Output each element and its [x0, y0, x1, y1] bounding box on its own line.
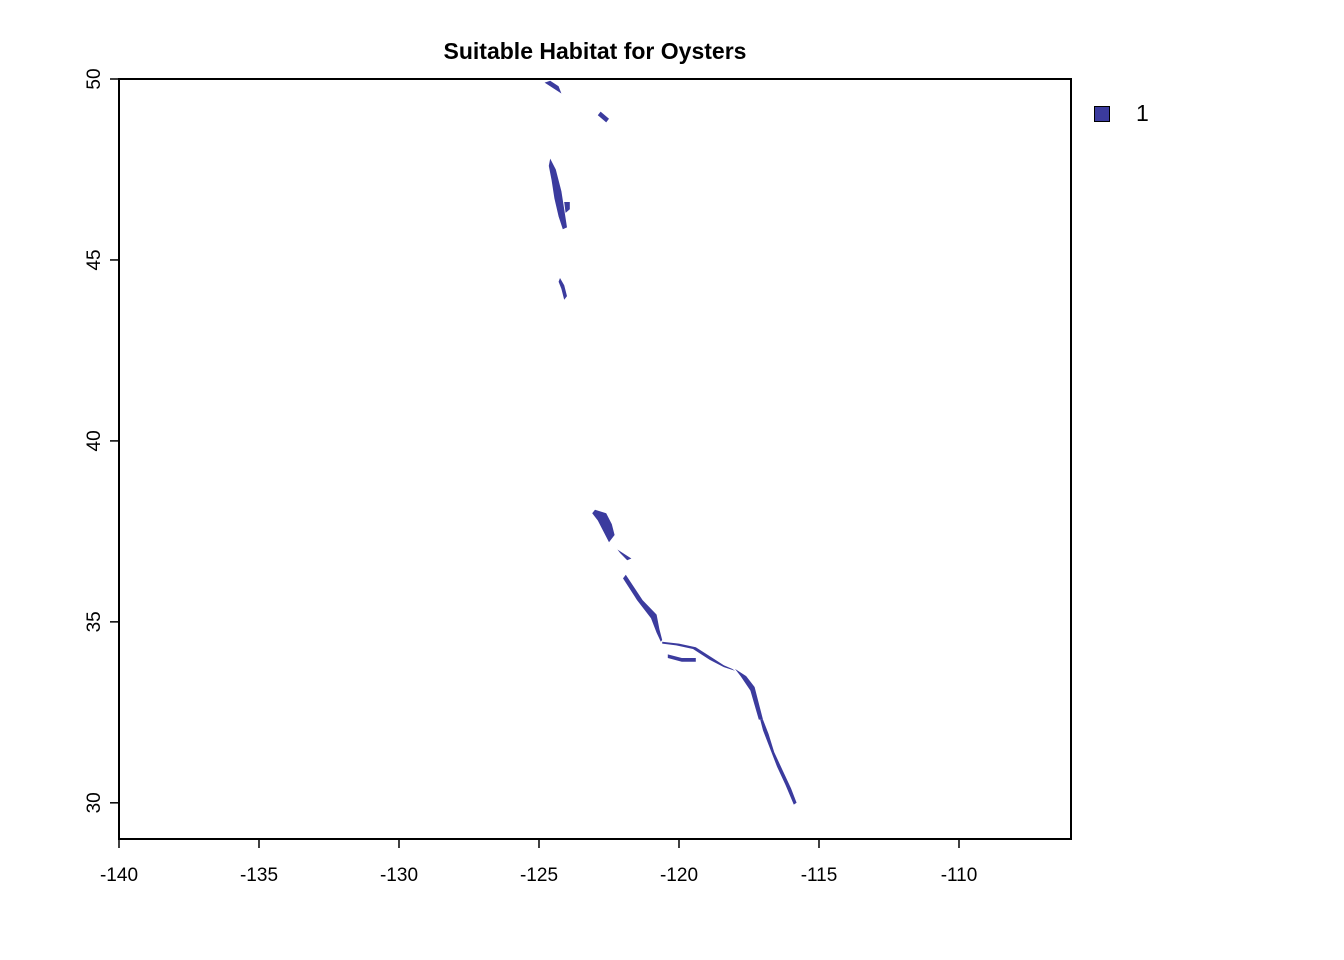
y-tick-label: 40 — [84, 430, 105, 451]
habitat-patch-san-francisco-bay — [592, 509, 615, 543]
y-tick-label: 50 — [84, 68, 105, 89]
plot-frame — [118, 78, 1072, 840]
habitat-patch-willapa-bay — [564, 202, 570, 213]
habitat-patch-san-diego-coast — [735, 668, 763, 720]
y-tick-label: 35 — [84, 611, 105, 632]
x-tick-label: -115 — [801, 865, 838, 886]
habitat-patches — [544, 80, 797, 805]
y-tick-label: 45 — [84, 249, 105, 270]
legend-label: 1 — [1136, 100, 1149, 126]
habitat-patch-baja-coast — [760, 719, 797, 805]
legend: 1 — [1094, 100, 1149, 127]
x-tick-label: -120 — [660, 865, 698, 886]
habitat-patch-washington-coast — [548, 158, 567, 230]
x-axis: -140 -135 -130 -125 -120 -115 -110 — [100, 838, 978, 886]
x-tick-label: -135 — [240, 865, 278, 886]
habitat-patch-big-sur-coast — [623, 574, 663, 642]
habitat-patch-santa-barbara-channel — [662, 641, 735, 671]
habitat-patch-channel-islands — [667, 654, 696, 662]
x-tick-label: -110 — [941, 865, 978, 886]
y-tick-label: 30 — [84, 792, 105, 813]
habitat-patch-northern-islets — [544, 80, 562, 94]
habitat-patch-oregon-coast — [558, 278, 567, 300]
legend-swatch — [1094, 105, 1110, 122]
x-tick-label: -125 — [520, 865, 558, 886]
habitat-patch-puget-sound-islets — [597, 111, 609, 123]
habitat-patch-monterey-coast — [617, 549, 632, 561]
x-tick-label: -140 — [100, 865, 138, 886]
chart-title: Suitable Habitat for Oysters — [443, 38, 747, 64]
x-tick-label: -130 — [380, 865, 418, 886]
y-axis: 30 35 40 45 50 — [84, 68, 120, 813]
